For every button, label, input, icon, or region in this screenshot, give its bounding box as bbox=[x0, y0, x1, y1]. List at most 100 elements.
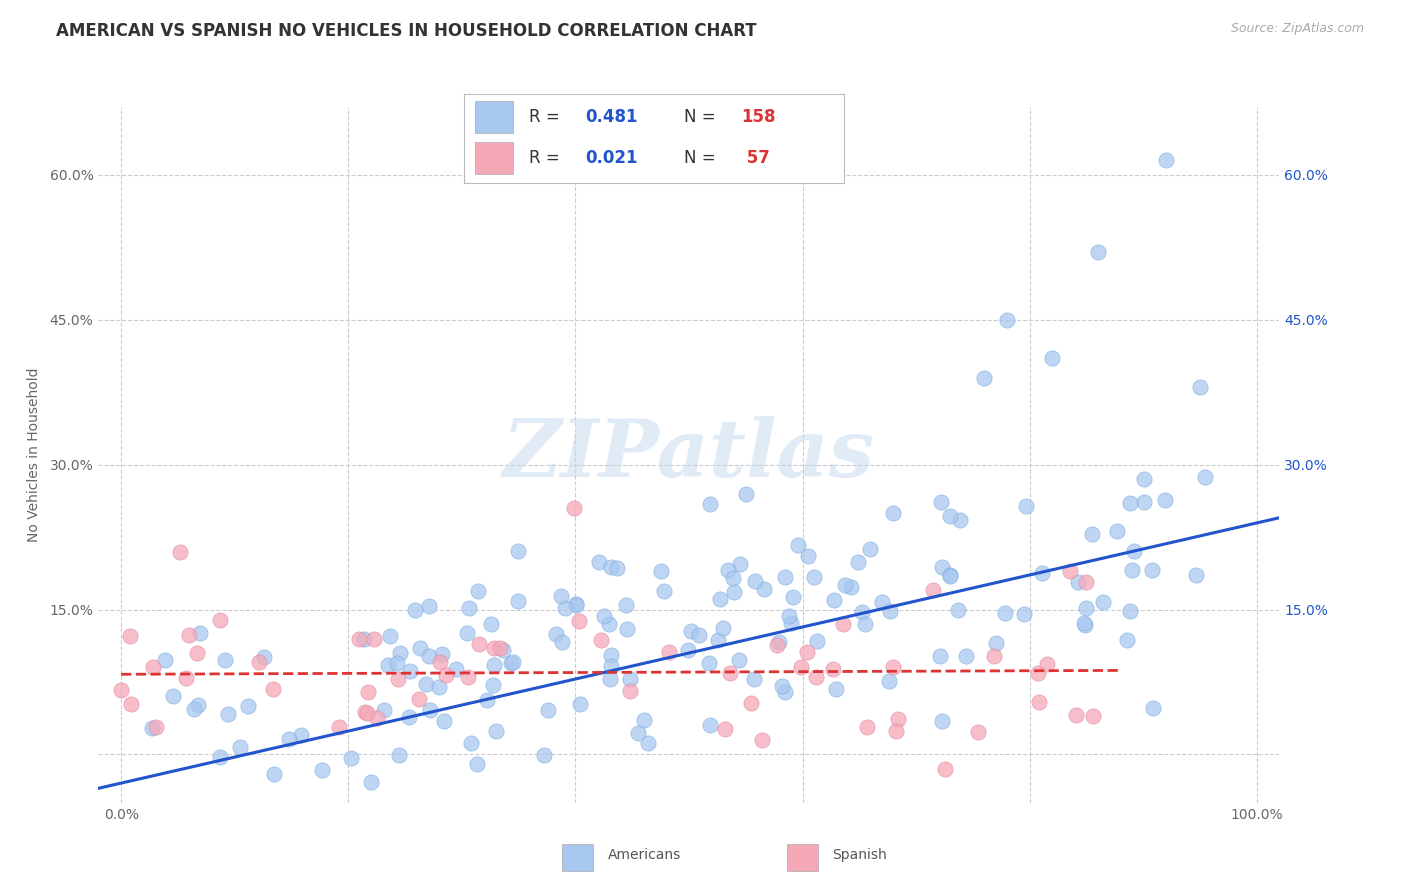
Point bbox=[209, 750, 232, 764]
Point bbox=[388, 646, 411, 660]
Point bbox=[1132, 472, 1154, 486]
Point bbox=[922, 582, 945, 597]
Point bbox=[939, 568, 962, 582]
Point bbox=[1154, 492, 1177, 507]
Point bbox=[742, 673, 765, 687]
Point bbox=[357, 685, 380, 699]
Point bbox=[188, 626, 211, 640]
Point bbox=[1119, 603, 1142, 617]
Point bbox=[1121, 563, 1143, 577]
Point bbox=[404, 603, 426, 617]
Point bbox=[489, 640, 512, 655]
Point bbox=[1074, 617, 1097, 632]
Point bbox=[955, 648, 977, 663]
Point bbox=[730, 557, 752, 571]
Point bbox=[782, 590, 804, 604]
Point bbox=[1067, 575, 1090, 590]
Point bbox=[652, 583, 675, 598]
Point bbox=[418, 648, 440, 663]
Point bbox=[564, 599, 586, 613]
Point bbox=[966, 725, 988, 739]
Point bbox=[482, 678, 505, 692]
Point bbox=[118, 629, 141, 643]
Point bbox=[851, 605, 873, 619]
Point bbox=[353, 632, 375, 646]
Point bbox=[821, 662, 844, 676]
Point bbox=[360, 774, 382, 789]
Point bbox=[846, 555, 869, 569]
Point bbox=[458, 601, 481, 615]
Point bbox=[831, 616, 853, 631]
Point bbox=[1142, 563, 1164, 577]
Point bbox=[1091, 595, 1114, 609]
Point bbox=[446, 662, 468, 676]
Point bbox=[554, 601, 576, 615]
Point bbox=[120, 697, 142, 711]
Point bbox=[1115, 633, 1137, 648]
Point bbox=[565, 597, 588, 611]
Point bbox=[806, 634, 828, 648]
Point bbox=[1015, 500, 1038, 514]
Point bbox=[485, 724, 508, 739]
Point bbox=[773, 685, 796, 699]
Point bbox=[1123, 544, 1146, 558]
Point bbox=[949, 513, 972, 527]
Point bbox=[1035, 657, 1057, 672]
Point bbox=[1031, 566, 1053, 581]
Point bbox=[398, 710, 420, 724]
Point bbox=[1142, 701, 1164, 715]
Point bbox=[373, 703, 395, 717]
Point bbox=[598, 617, 620, 632]
Point bbox=[217, 707, 239, 722]
Point bbox=[823, 593, 845, 607]
Point bbox=[290, 728, 312, 742]
Point bbox=[429, 656, 451, 670]
Point bbox=[1188, 380, 1211, 394]
Point bbox=[723, 571, 745, 585]
Text: ZIPatlas: ZIPatlas bbox=[503, 417, 875, 493]
Point bbox=[650, 565, 672, 579]
Point bbox=[939, 568, 962, 582]
Point bbox=[723, 584, 745, 599]
Point bbox=[347, 632, 370, 646]
Point bbox=[606, 560, 628, 574]
Point bbox=[1059, 564, 1081, 578]
Point bbox=[718, 665, 741, 680]
Point bbox=[699, 497, 721, 511]
Point bbox=[1012, 607, 1035, 621]
Point bbox=[174, 671, 197, 685]
Point bbox=[599, 648, 621, 662]
Point bbox=[973, 370, 995, 384]
Point bbox=[752, 582, 775, 596]
Point bbox=[740, 696, 762, 710]
Text: 57: 57 bbox=[741, 149, 770, 167]
Point bbox=[633, 714, 655, 728]
Point bbox=[378, 629, 401, 643]
Point bbox=[879, 604, 901, 618]
Point bbox=[388, 747, 411, 762]
Point bbox=[939, 508, 962, 523]
Point bbox=[236, 699, 259, 714]
Point bbox=[568, 614, 591, 628]
Point bbox=[856, 720, 879, 734]
Text: R =: R = bbox=[529, 108, 565, 126]
Point bbox=[562, 501, 585, 516]
Point bbox=[208, 613, 231, 627]
Point bbox=[1040, 351, 1063, 366]
Point bbox=[699, 718, 721, 732]
Point bbox=[311, 763, 333, 777]
FancyBboxPatch shape bbox=[475, 101, 513, 133]
Point bbox=[1194, 469, 1216, 483]
Point bbox=[145, 720, 167, 734]
Point bbox=[544, 626, 567, 640]
Point bbox=[995, 312, 1018, 326]
Point bbox=[214, 653, 236, 667]
Point bbox=[468, 637, 491, 651]
Point bbox=[418, 599, 440, 613]
Text: N =: N = bbox=[685, 108, 721, 126]
Point bbox=[931, 714, 953, 728]
Point bbox=[789, 660, 811, 674]
Point bbox=[717, 563, 740, 577]
Point bbox=[929, 648, 952, 663]
Point bbox=[506, 594, 529, 608]
